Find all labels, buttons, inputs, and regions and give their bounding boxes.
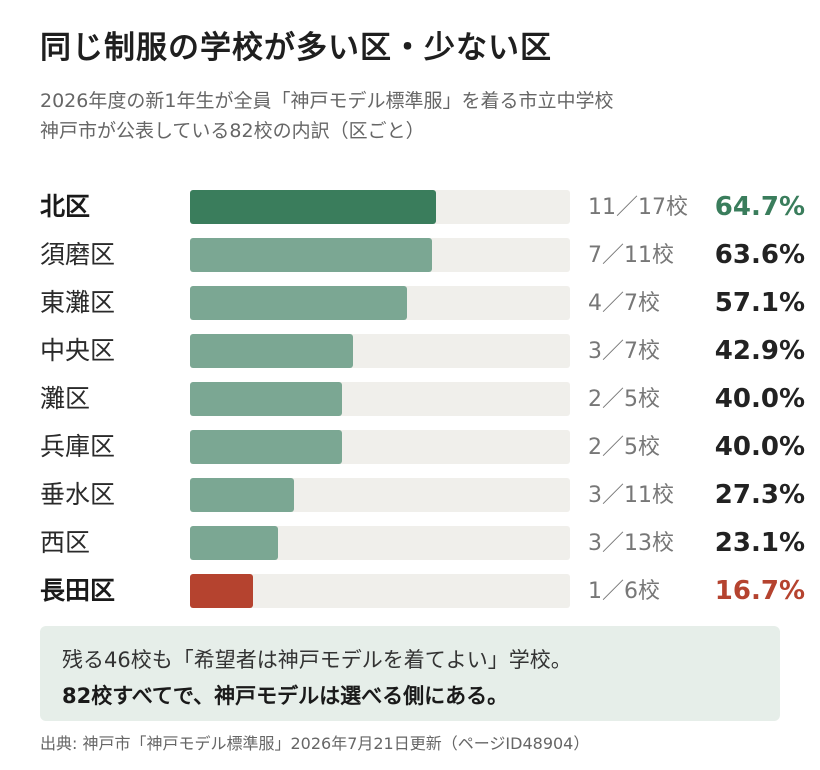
chart-subtitle-line-2: 神戸市が公表している82校の内訳（区ごと） [40, 120, 425, 142]
bar-track [190, 430, 570, 464]
value-label: 23.1% [714, 528, 805, 558]
bar-row: 東灘区 4／7校 57.1% [0, 286, 820, 320]
category-label: 灘区 [40, 384, 91, 413]
bar [190, 334, 354, 368]
category-label: 須磨区 [40, 240, 116, 269]
summary-note-line-1: 残る46校も「希望者は神戸モデルを着てよい」学校。 [62, 648, 572, 672]
summary-note: 残る46校も「希望者は神戸モデルを着てよい」学校。 82校すべてで、神戸モデルは… [40, 626, 780, 721]
value-label: 63.6% [714, 240, 805, 270]
chart-title: 同じ制服の学校が多い区・少ない区 [40, 30, 552, 66]
bar-track [190, 574, 570, 608]
bar-track [190, 478, 570, 512]
count-label: 11／17校 [588, 195, 688, 220]
bar-track [190, 526, 570, 560]
bar-track [190, 286, 570, 320]
count-label: 2／5校 [588, 435, 660, 460]
bar-track [190, 190, 570, 224]
category-label: 兵庫区 [40, 432, 116, 461]
bar [190, 238, 432, 272]
category-label: 垂水区 [40, 480, 116, 509]
bar [190, 382, 342, 416]
category-label: 西区 [40, 528, 91, 557]
chart-subtitle-line-1: 2026年度の新1年生が全員「神戸モデル標準服」を着る市立中学校 [40, 90, 614, 112]
bar [190, 430, 342, 464]
value-label: 64.7% [714, 192, 805, 222]
count-label: 3／7校 [588, 339, 660, 364]
count-label: 7／11校 [588, 243, 674, 268]
bar [190, 526, 278, 560]
value-label: 16.7% [714, 576, 805, 606]
bar-row: 兵庫区 2／5校 40.0% [0, 430, 820, 464]
value-label: 57.1% [714, 288, 805, 318]
bar-row: 須磨区 7／11校 63.6% [0, 238, 820, 272]
value-label: 40.0% [714, 384, 805, 414]
value-label: 40.0% [714, 432, 805, 462]
bar-track [190, 238, 570, 272]
bar [190, 478, 294, 512]
category-label: 北区 [40, 192, 91, 221]
category-label: 長田区 [40, 576, 116, 605]
count-label: 3／13校 [588, 531, 674, 556]
bar-row: 長田区 1／6校 16.7% [0, 574, 820, 608]
bar [190, 574, 254, 608]
bar-row: 北区 11／17校 64.7% [0, 190, 820, 224]
bar-row: 垂水区 3／11校 27.3% [0, 478, 820, 512]
source-citation: 出典: 神戸市「神戸モデル標準服」2026年7月21日更新（ページID48904… [40, 734, 590, 753]
category-label: 東灘区 [40, 288, 116, 317]
count-label: 4／7校 [588, 291, 660, 316]
bar [190, 190, 436, 224]
bar [190, 286, 407, 320]
count-label: 1／6校 [588, 579, 660, 604]
value-label: 42.9% [714, 336, 805, 366]
bar-row: 西区 3／13校 23.1% [0, 526, 820, 560]
bar-track [190, 382, 570, 416]
category-label: 中央区 [40, 336, 116, 365]
bar-row: 中央区 3／7校 42.9% [0, 334, 820, 368]
count-label: 3／11校 [588, 483, 674, 508]
count-label: 2／5校 [588, 387, 660, 412]
bar-track [190, 334, 570, 368]
value-label: 27.3% [714, 480, 805, 510]
summary-note-line-2: 82校すべてで、神戸モデルは選べる側にある。 [62, 684, 509, 708]
bar-row: 灘区 2／5校 40.0% [0, 382, 820, 416]
